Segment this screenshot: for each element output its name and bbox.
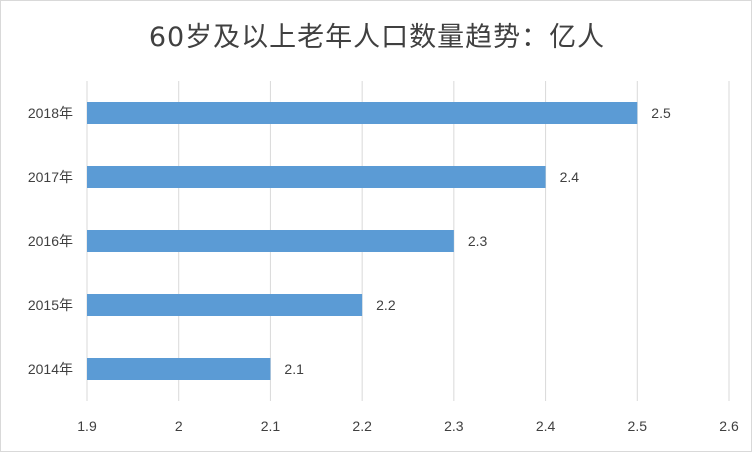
data-label: 2.2: [376, 297, 396, 313]
y-tick-label: 2014年: [28, 361, 73, 377]
y-tick-label: 2018年: [28, 105, 73, 121]
y-tick-label: 2016年: [28, 233, 73, 249]
x-tick-label: 2.6: [719, 418, 739, 434]
data-label: 2.4: [560, 169, 580, 185]
x-tick-label: 1.9: [77, 418, 97, 434]
x-tick-label: 2.5: [628, 418, 648, 434]
x-tick-label: 2.4: [536, 418, 556, 434]
data-label: 2.5: [651, 105, 671, 121]
x-tick-label: 2.2: [352, 418, 372, 434]
bar: [87, 358, 271, 380]
data-label: 2.3: [468, 233, 488, 249]
x-tick-label: 2.3: [444, 418, 464, 434]
x-tick-label: 2: [175, 418, 183, 434]
bar: [87, 102, 638, 124]
y-tick-label: 2015年: [28, 297, 73, 313]
chart-title: 60岁及以上老年人口数量趋势：亿人: [148, 22, 606, 53]
bar: [87, 230, 454, 252]
y-tick-label: 2017年: [28, 169, 73, 185]
bar: [87, 294, 363, 316]
x-tick-label: 2.1: [261, 418, 281, 434]
bar: [87, 166, 546, 188]
data-label: 2.1: [284, 361, 304, 377]
